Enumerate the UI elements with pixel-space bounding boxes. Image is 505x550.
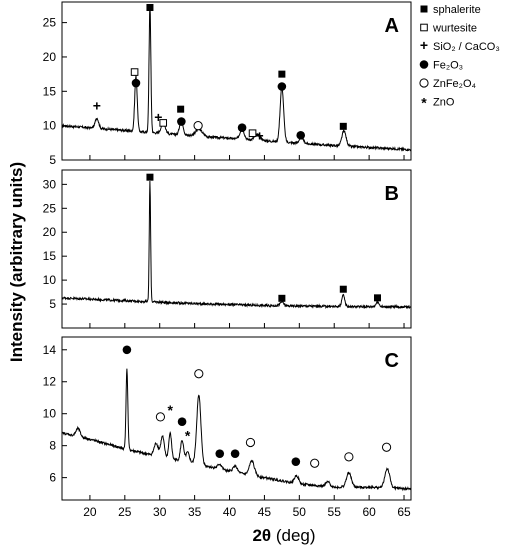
peak-marker-filled-square — [339, 122, 347, 130]
peak-marker-filled-circle — [131, 78, 141, 88]
y-tick-label: 5 — [49, 153, 56, 167]
peak-marker-open-square — [159, 119, 168, 127]
peak-marker-filled-circle — [237, 123, 247, 133]
peak-marker-filled-circle — [230, 449, 240, 458]
plot-frame — [61, 336, 412, 501]
peak-marker-open-circle — [194, 369, 204, 379]
y-tick-label: 15 — [43, 84, 57, 98]
xrd-pattern-line — [61, 368, 412, 492]
x-tick-label: 30 — [153, 505, 167, 519]
legend-item-wurtesite: wurtesite — [420, 23, 477, 35]
panel-A: 5 10 15 20 25 + + + A — [43, 1, 412, 167]
peak-marker-filled-circle — [215, 449, 225, 458]
peak-marker-filled-circle — [122, 345, 132, 355]
panel-letter: C — [385, 350, 399, 372]
x-tick-label: 35 — [188, 505, 202, 519]
y-tick-label: 10 — [43, 119, 57, 133]
y-tick-label: 10 — [43, 407, 57, 421]
y-tick-label: 30 — [43, 177, 57, 191]
plot-frame — [61, 1, 412, 161]
x-axis-title: 2θ (deg) — [252, 526, 315, 545]
y-tick-label: 12 — [43, 375, 57, 389]
legend-item-znfe2o4: ZnFe₂O₄ — [419, 78, 477, 90]
y-tick-label: 8 — [49, 439, 56, 453]
legend-label: SiO₂ / CaCO₃ — [433, 41, 500, 53]
y-tick-label: 15 — [43, 249, 57, 263]
y-tick-label: 6 — [49, 471, 56, 485]
panel-B: 5 10 15 20 25 30 B — [43, 169, 412, 329]
legend-label: ZnO — [433, 97, 455, 109]
y-axis-title: Intensity (arbitrary units) — [7, 162, 26, 362]
peak-marker-filled-square — [177, 105, 185, 113]
peak-marker-open-circle — [245, 437, 256, 448]
x-tick-label: 40 — [223, 505, 237, 519]
legend-label: Fe₂O₃ — [433, 60, 463, 72]
peak-marker-filled-circle — [177, 417, 187, 426]
peak-marker-filled-square — [146, 3, 154, 11]
y-tick-label: 25 — [43, 201, 57, 215]
x-tick-label: 50 — [293, 505, 307, 519]
peak-marker-star: * — [185, 427, 191, 443]
legend-item-sio2: + SiO₂ / CaCO₃ — [420, 37, 500, 53]
x-tick-label: 60 — [362, 505, 376, 519]
peak-marker-open-circle — [155, 412, 166, 422]
peak-marker-filled-square — [373, 294, 381, 302]
legend-item-fe2o3: Fe₂O₃ — [419, 60, 463, 72]
peak-marker-open-circle — [193, 121, 203, 131]
peak-marker-filled-circle — [291, 457, 301, 466]
legend-label: ZnFe₂O₄ — [433, 78, 477, 90]
legend-label: wurtesite — [432, 23, 477, 35]
peak-marker-open-square — [130, 68, 139, 76]
peak-marker-open-circle — [344, 452, 354, 462]
peak-marker-filled-square — [278, 70, 286, 78]
peak-marker-plus: + — [255, 128, 263, 144]
legend-item-sphalerite: sphalerite — [420, 4, 481, 16]
x-tick-label: 65 — [397, 505, 411, 519]
panels: 5 10 15 20 25 + + + A 5 10 15 20 25 30 B 20 25 30 35 40 45 50 5… — [43, 1, 412, 519]
peak-marker-filled-square — [278, 294, 286, 302]
peak-marker-filled-circle — [177, 117, 186, 126]
peak-marker-star: * — [167, 402, 173, 418]
legend-symbol-open-square — [420, 23, 428, 32]
peak-marker-open-square — [248, 129, 257, 138]
peak-marker-filled-square — [146, 173, 154, 181]
y-tick-label: 25 — [43, 16, 57, 30]
y-tick-label: 10 — [43, 273, 57, 287]
panel-C: 20 25 30 35 40 45 50 55 60 65 6 8 10 12 14 * * C — [43, 336, 412, 519]
legend-item-zno: * ZnO — [421, 95, 455, 111]
legend: sphalerite wurtesite + SiO₂ / CaCO₃ Fe₂O₃ ZnF… — [419, 4, 500, 111]
peak-marker-filled-circle — [277, 82, 287, 91]
peak-marker-plus: + — [93, 97, 101, 113]
legend-symbol-plus: + — [420, 37, 428, 53]
x-tick-label: 55 — [328, 505, 342, 519]
y-tick-label: 5 — [49, 297, 56, 311]
plot-frame — [61, 169, 412, 329]
peak-marker-plus: + — [154, 109, 162, 125]
y-tick-label: 14 — [43, 343, 57, 357]
legend-label: sphalerite — [433, 4, 481, 16]
legend-symbol-filled-circle — [419, 60, 429, 69]
legend-symbol-open-circle — [419, 78, 429, 88]
y-tick-label: 20 — [43, 50, 57, 64]
peak-marker-open-circle — [310, 458, 320, 468]
legend-symbol-filled-square — [420, 5, 428, 13]
peak-marker-open-circle — [381, 442, 392, 452]
panel-letter: A — [385, 15, 399, 37]
x-tick-label: 45 — [258, 505, 272, 519]
xrd-pattern-line — [61, 6, 412, 152]
x-tick-label: 20 — [83, 505, 97, 519]
legend-symbol-star: * — [421, 95, 427, 111]
x-tick-label: 25 — [118, 505, 132, 519]
xrd-pattern-line — [61, 180, 412, 310]
y-tick-label: 20 — [43, 225, 57, 239]
panel-letter: B — [385, 183, 399, 205]
peak-marker-filled-square — [339, 285, 347, 293]
peak-marker-filled-circle — [296, 130, 306, 140]
